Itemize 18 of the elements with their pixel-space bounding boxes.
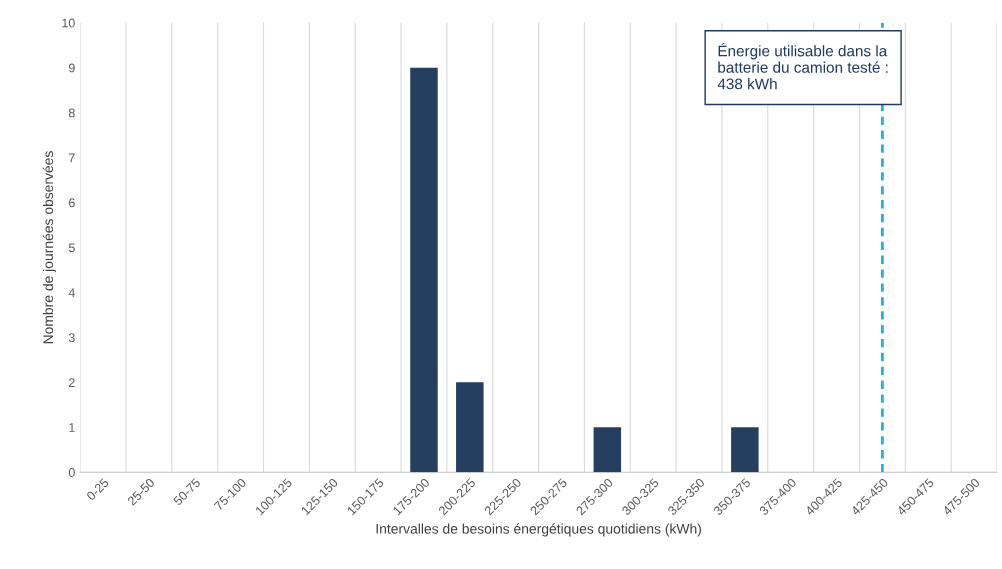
y-tick-label: 2 xyxy=(68,378,75,387)
y-tick-label: 0 xyxy=(68,468,75,477)
y-tick-label: 7 xyxy=(68,153,75,163)
bar xyxy=(410,67,438,473)
y-tick-label: 5 xyxy=(68,243,75,253)
y-tick-label: 1 xyxy=(69,423,75,432)
annotation: Énergie utilisable dans la batterie du camion testé : 438 kWh xyxy=(717,42,888,90)
y-axis-title: Nombre de journées observées xyxy=(42,151,56,344)
x-axis-title: Intervalles de besoins énergétiques quotidiens (kWh) xyxy=(376,523,702,537)
y-tick-label: 8 xyxy=(68,108,75,118)
y-tick-label: 10 xyxy=(62,18,75,28)
y-tick-label: 4 xyxy=(68,288,75,297)
y-tick-label: 9 xyxy=(68,63,75,73)
y-tick-label: 3 xyxy=(68,333,75,343)
bar xyxy=(456,382,484,473)
bar xyxy=(731,427,759,473)
y-tick-label: 6 xyxy=(68,198,75,208)
bar xyxy=(593,427,622,473)
